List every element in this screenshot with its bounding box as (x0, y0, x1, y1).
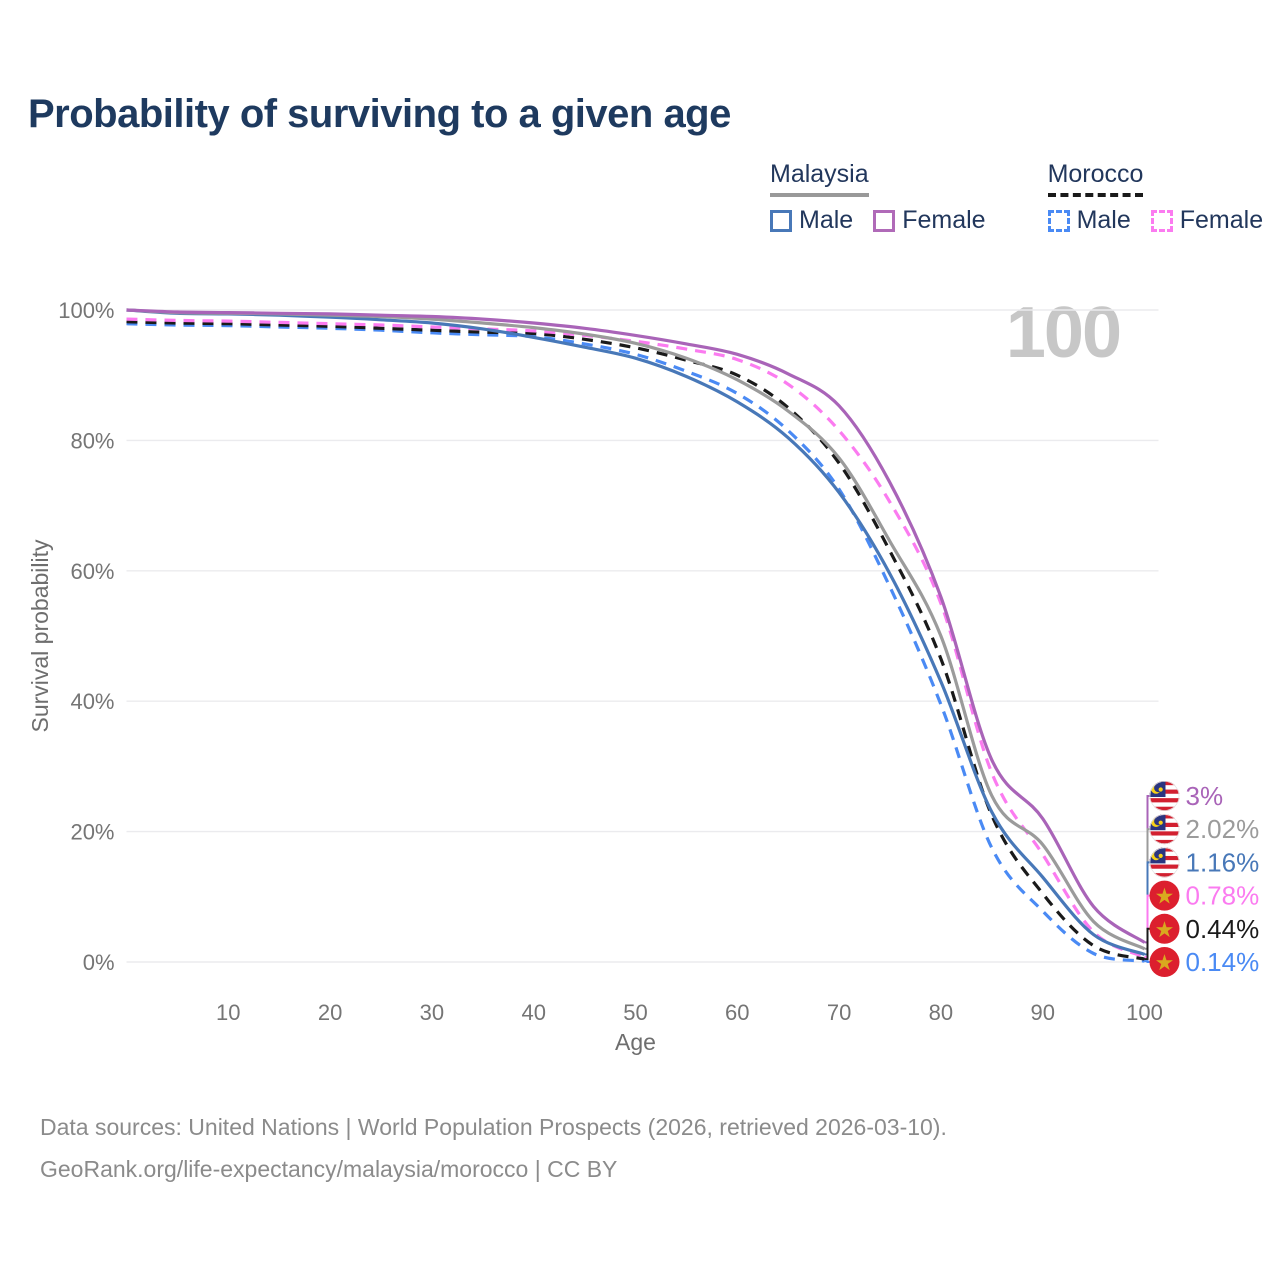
y-tick-label: 40% (70, 689, 114, 714)
end-label-morocco-male: ★ 0.14% (1149, 947, 1260, 977)
x-tick-label: 70 (827, 1000, 851, 1025)
line-series-malaysia-male (126, 308, 1146, 956)
morocco-flag-icon: ★ (1149, 947, 1180, 977)
legend-group-malaysia-label: Malaysia (770, 160, 869, 197)
end-label-malaysia-both-sexes-: 2.02% (1149, 814, 1260, 845)
y-tick-label: 100% (58, 298, 114, 323)
footer-attribution: GeoRank.org/life-expectancy/malaysia/mor… (40, 1156, 618, 1182)
end-label-morocco-both-sexes-: ★ 0.44% (1149, 913, 1260, 944)
footer: Data sources: United Nations | World Pop… (40, 1106, 947, 1190)
legend-item-malaysia-female[interactable]: Female (873, 206, 986, 235)
legend-group-malaysia: Malaysia Male Female (770, 160, 986, 235)
x-axis-title: Age (615, 1029, 656, 1055)
x-tick-label: 40 (521, 1000, 545, 1025)
morocco-star-icon: ★ (1155, 950, 1175, 975)
y-tick-label: 80% (70, 428, 114, 453)
x-tick-label: 80 (929, 1000, 953, 1025)
legend: Malaysia Male Female Morocco Male Female (770, 160, 1263, 235)
line-series-morocco-both-sexes- (126, 320, 1145, 961)
age-watermark: 100 (1005, 293, 1122, 373)
morocco-flag-icon: ★ (1149, 913, 1180, 944)
footer-data-sources: Data sources: United Nations | World Pop… (40, 1114, 947, 1140)
malaysia-female-swatch-icon (873, 209, 896, 232)
line-series-malaysia-both-sexes- (126, 308, 1146, 951)
x-tick-label: 10 (216, 1000, 240, 1025)
legend-item-malaysia-male[interactable]: Male (770, 206, 853, 235)
malaysia-male-swatch-icon (770, 209, 792, 232)
line-series-morocco-female (126, 317, 1146, 959)
x-tick-label: 30 (420, 1000, 444, 1025)
end-label-morocco-female: ★ 0.78% (1149, 880, 1260, 911)
line-series-malaysia-female (126, 308, 1146, 944)
end-label-value: 3% (1186, 781, 1224, 811)
legend-item-label: Male (799, 206, 854, 234)
legend-item-morocco-female[interactable]: Female (1150, 206, 1264, 235)
end-label-value: 1.16% (1186, 847, 1260, 877)
morocco-female-swatch-icon (1150, 209, 1173, 232)
morocco-star-icon: ★ (1155, 917, 1175, 942)
end-label-value: 0.78% (1186, 881, 1260, 911)
malaysia-flag-icon (1149, 847, 1180, 878)
x-tick-label: 50 (623, 1000, 647, 1025)
y-axis-title: Survival probability (27, 539, 53, 733)
end-label-malaysia-male: 1.16% (1149, 847, 1260, 878)
legend-item-label: Male (1076, 206, 1131, 234)
legend-item-label: Female (1179, 206, 1264, 234)
legend-item-label: Female (902, 206, 986, 234)
legend-group-morocco-label: Morocco (1047, 160, 1144, 197)
legend-group-morocco: Morocco Male Female (1047, 160, 1264, 235)
morocco-male-swatch-icon (1047, 209, 1070, 232)
legend-item-morocco-male[interactable]: Male (1047, 206, 1131, 235)
morocco-flag-icon: ★ (1149, 880, 1180, 911)
y-tick-label: 0% (83, 950, 115, 975)
end-label-value: 2.02% (1186, 814, 1260, 844)
y-tick-label: 20% (70, 820, 114, 845)
morocco-star-icon: ★ (1155, 884, 1175, 909)
x-tick-label: 90 (1030, 1000, 1054, 1025)
malaysia-flag-icon (1149, 781, 1180, 811)
page-title: Probability of surviving to a given age (28, 92, 731, 136)
end-label-malaysia-female: 3% (1149, 781, 1224, 811)
x-tick-label: 60 (725, 1000, 749, 1025)
malaysia-flag-icon (1149, 814, 1180, 845)
end-label-connector (1144, 861, 1154, 956)
x-tick-label: 20 (318, 1000, 342, 1025)
line-series-morocco-male (126, 322, 1145, 963)
end-label-value: 0.14% (1186, 947, 1260, 977)
end-label-value: 0.44% (1186, 914, 1260, 944)
y-tick-label: 60% (70, 559, 114, 584)
x-tick-label: 100 (1126, 1000, 1163, 1025)
